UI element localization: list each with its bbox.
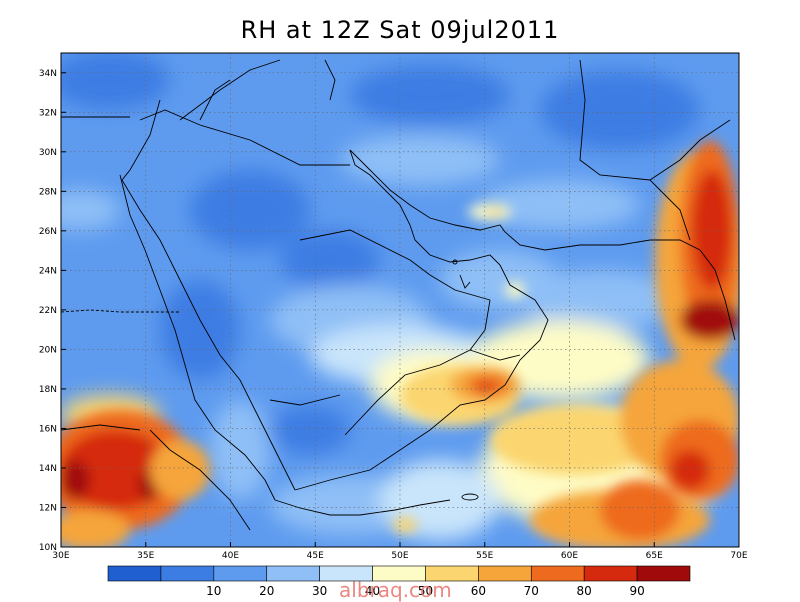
colorbar-label: 60 <box>471 584 486 598</box>
colorbar-label: 30 <box>312 584 327 598</box>
y-tick-label: 34N <box>39 69 57 79</box>
colorbar-swatch <box>160 565 215 582</box>
y-tick-label: 16N <box>39 424 57 434</box>
colorbar: 10 20 30 40 50 60 70 80 90 <box>107 565 691 598</box>
x-tick-label: 35E <box>137 551 154 561</box>
y-tick-label: 20N <box>39 345 57 355</box>
y-tick-label: 28N <box>39 187 57 197</box>
y-axis-ticks: 10N 12N 14N 16N 18N 20N 22N 24N 26N 28N 30N 32N 34N <box>39 69 66 553</box>
y-tick-label: 22N <box>39 306 57 316</box>
y-tick-label: 30N <box>39 148 57 158</box>
colorbar-swatch <box>266 565 320 582</box>
colorbar-label: 40 <box>365 584 380 598</box>
y-tick-label: 14N <box>39 464 57 474</box>
x-axis-ticks: 30E 35E 40E 45E 50E 55E 60E 65E 70E <box>52 542 748 561</box>
colorbar-swatch <box>583 565 638 582</box>
x-tick-label: 60E <box>561 551 578 561</box>
colorbar-swatch <box>636 565 691 582</box>
x-tick-label: 45E <box>307 551 324 561</box>
x-tick-label: 70E <box>730 551 747 561</box>
x-tick-label: 55E <box>476 551 493 561</box>
colorbar-label: 70 <box>524 584 539 598</box>
y-tick-label: 32N <box>39 108 57 118</box>
x-tick-label: 65E <box>646 551 663 561</box>
x-tick-label: 50E <box>391 551 408 561</box>
colorbar-swatch <box>478 565 532 582</box>
x-tick-label: 30E <box>52 551 69 561</box>
x-tick-label: 40E <box>222 551 239 561</box>
colorbar-label: 80 <box>577 584 592 598</box>
map-title: RH at 12Z Sat 09jul2011 <box>240 16 560 44</box>
y-tick-label: 10N <box>39 543 57 553</box>
colorbar-swatch <box>213 565 268 582</box>
rh-field <box>61 53 739 547</box>
y-tick-label: 12N <box>39 503 57 513</box>
coastlines-borders <box>61 59 736 531</box>
grid-lines <box>61 53 739 547</box>
y-tick-label: 26N <box>39 227 57 237</box>
colorbar-swatch <box>107 565 162 582</box>
colorbar-label: 20 <box>259 584 274 598</box>
watermark-text: albraq.com <box>339 578 452 602</box>
colorbar-swatch <box>530 565 585 582</box>
y-tick-label: 24N <box>39 266 57 276</box>
y-tick-label: 18N <box>39 385 57 395</box>
colorbar-label: 50 <box>418 584 433 598</box>
colorbar-label: 90 <box>629 584 644 598</box>
colorbar-label: 10 <box>206 584 221 598</box>
